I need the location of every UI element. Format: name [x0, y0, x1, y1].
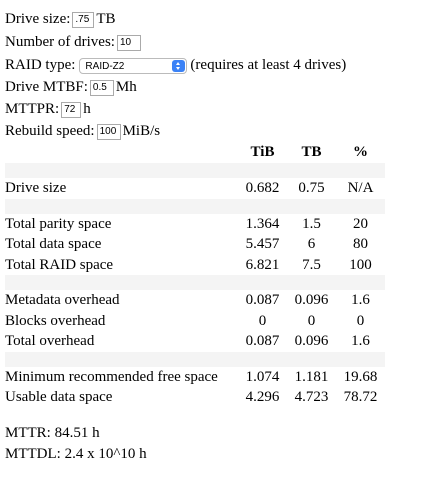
- value-cell: 7.5: [302, 256, 321, 273]
- raid-type-field: RAID type: RAID-Z2 (requires at least 4 dr…: [5, 54, 346, 76]
- value-cell: 0: [307, 312, 316, 329]
- value-cell: 0.75: [298, 180, 325, 196]
- rebuild-field: Rebuild speed: 100 MiB/s: [5, 120, 160, 142]
- value-cell: 4.296: [245, 389, 280, 405]
- drive-size-field: Drive size: .75 TB: [5, 8, 116, 30]
- value-cell: 0: [258, 312, 267, 329]
- selected: RAID-Z2: [85, 60, 125, 72]
- spacer-cell: [5, 275, 385, 290]
- value-cell: 1.181: [294, 368, 329, 385]
- value-cell: 1.5: [302, 215, 321, 232]
- table-row: Blocks overhead 0 0 0: [5, 311, 385, 332]
- num-drives-field: Number of drives: 10: [5, 31, 143, 53]
- drive-size-input[interactable]: .75: [72, 11, 95, 28]
- label: MTTPR:: [5, 101, 60, 117]
- unit: h: [83, 101, 91, 117]
- value-cell: 80: [353, 236, 368, 252]
- header-blank: [5, 141, 238, 163]
- value-cell: 0.087: [245, 333, 280, 349]
- row-label: Minimum recommended free space: [5, 368, 218, 385]
- mtbf-input[interactable]: 0.5: [89, 79, 114, 96]
- value-cell: 6: [307, 236, 316, 252]
- table-row: Minimum recommended free space 1.074 1.181…: [5, 367, 385, 388]
- spacer-row: [5, 163, 385, 178]
- mttpr-field: MTTPR: 72 h: [5, 98, 91, 120]
- row-label: Usable data space: [5, 389, 113, 405]
- label: Rebuild speed:: [5, 123, 95, 139]
- mttdl: MTTDL: 2.4 x 10^10 h: [5, 446, 147, 462]
- results-table: TiB TB% Drive size 0.682 0.75 N/A Total parit…: [5, 141, 385, 408]
- select-arrow: [172, 59, 186, 72]
- value-cell: 0: [356, 312, 365, 329]
- value-cell: 78.72: [343, 389, 378, 405]
- row-label: Metadata overhead: [5, 292, 120, 308]
- header-row: TiB TB%: [5, 141, 385, 163]
- column-header: %: [353, 143, 368, 160]
- mttpr-input[interactable]: 72: [61, 101, 82, 118]
- table-row: Total parity space 1.364 1.5 20: [5, 214, 385, 235]
- table-row: Total overhead 0.087 0.096 1.6: [5, 331, 385, 352]
- spacer-row: [5, 351, 385, 367]
- value-cell: 4.723: [294, 389, 329, 405]
- label: Drive MTBF:: [5, 79, 88, 95]
- value-cell: 100: [349, 256, 372, 273]
- unit: MiB/s: [122, 123, 161, 139]
- table-row: Metadata overhead 0.087 0.096 1.6: [5, 290, 385, 311]
- value-cell: 6.821: [245, 256, 280, 273]
- table-row: Drive size 0.682 0.75 N/A: [5, 178, 385, 199]
- label: RAID type:: [5, 57, 76, 73]
- table-row: Total RAID space 6.821 7.5 100: [5, 255, 385, 276]
- value-cell: 1.6: [351, 292, 370, 308]
- value-cell: 5.457: [245, 236, 280, 252]
- raid-type-select[interactable]: RAID-Z2: [79, 57, 188, 74]
- mttr: MTTR: 84.51 h: [5, 425, 100, 441]
- value-cell: 19.68: [343, 368, 378, 385]
- num-drives-input[interactable]: 10: [116, 34, 141, 51]
- table-row: Total data space 5.457 6 80: [5, 234, 385, 255]
- column-header: TB: [301, 143, 322, 160]
- table-row: Usable data space 4.296 4.723 78.72: [5, 387, 385, 408]
- spacer-cell: [5, 351, 385, 367]
- column-header: TiB: [250, 143, 275, 160]
- label: Number of drives:: [5, 34, 115, 50]
- rebuild-input[interactable]: 100: [96, 123, 121, 140]
- mtbf-field: Drive MTBF: 0.5 Mh: [5, 76, 137, 98]
- row-label: Total overhead: [5, 333, 95, 349]
- row-label: Total data space: [5, 236, 102, 252]
- value-cell: 0.682: [245, 180, 280, 196]
- value-cell: 0.087: [245, 292, 280, 308]
- unit: TB: [96, 11, 116, 27]
- label: Drive size:: [5, 11, 71, 27]
- value-cell: 0.096: [294, 292, 329, 308]
- value-cell: 1.364: [245, 215, 280, 232]
- spacer-row: [5, 275, 385, 290]
- note: (requires at least 4 drives): [190, 57, 347, 73]
- value-cell: 1.6: [351, 333, 370, 349]
- value-cell: N/A: [347, 180, 374, 196]
- row-label: Drive size: [5, 180, 67, 196]
- row-label: Total RAID space: [5, 256, 114, 273]
- spacer-cell: [5, 198, 385, 214]
- row-label: Total parity space: [5, 215, 112, 232]
- value-cell: 20: [353, 215, 368, 232]
- spacer-cell: [5, 163, 385, 178]
- value-cell: 1.074: [245, 368, 280, 385]
- unit: Mh: [115, 79, 137, 95]
- spacer-row: [5, 198, 385, 214]
- row-label: Blocks overhead: [5, 312, 106, 329]
- value-cell: 0.096: [294, 333, 329, 349]
